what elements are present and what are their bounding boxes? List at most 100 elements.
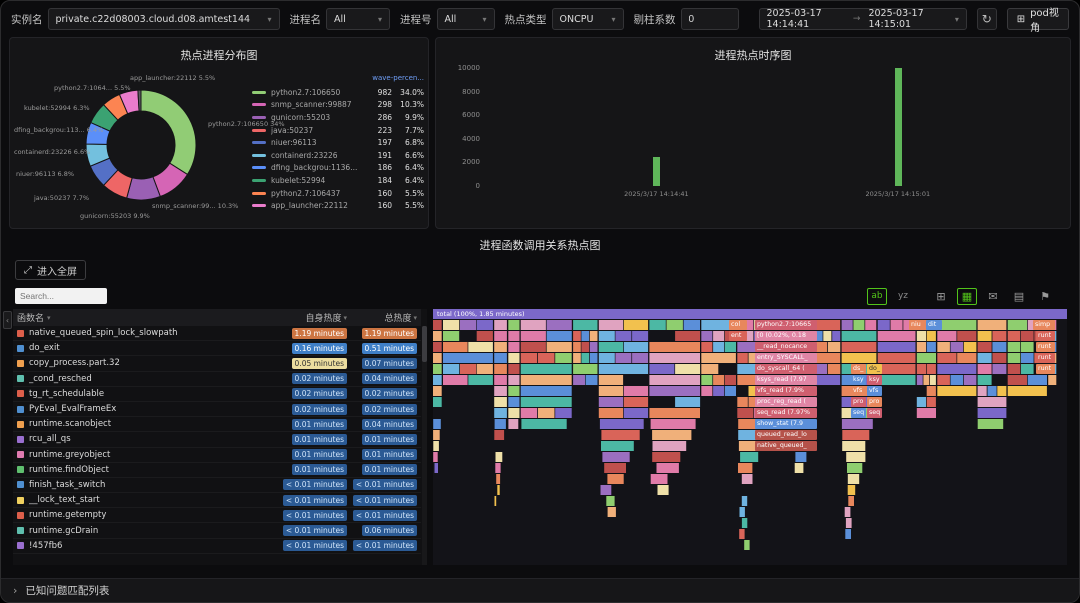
flamegraph-frame[interactable]: [0 (0.02%, 0.18	[755, 331, 817, 341]
sort-caret-icon: ▾	[343, 313, 347, 322]
process-id-select[interactable]: All ▾	[436, 8, 495, 30]
mode-yz-button[interactable]: yz	[897, 291, 909, 301]
instance-select[interactable]: private.c22d08003.cloud.d08.amtest144 ▾	[47, 8, 280, 30]
table-row[interactable]: _cond_resched 0.02 minutes 0.04 minutes	[13, 372, 421, 387]
table-row[interactable]: rcu_all_qs 0.01 minutes 0.01 minutes	[13, 432, 421, 448]
timeseries-chart[interactable]: 0 2000 4000 6000 8000 10000	[458, 64, 1054, 190]
chevron-down-icon: ▾	[611, 14, 616, 24]
function-color-chip	[17, 329, 24, 337]
table-row[interactable]: !457fb6 < 0.01 minutes < 0.01 minutes	[13, 539, 421, 554]
flamegraph-frame[interactable]: vfs	[851, 386, 866, 396]
legend-item[interactable]: python2.7:106650 982 34.0%	[252, 86, 424, 99]
flamegraph-frame[interactable]: dit	[926, 320, 942, 330]
table-scrollbar[interactable]	[422, 326, 427, 565]
legend-item[interactable]: gunicorn:55203 286 9.9%	[252, 111, 424, 124]
column-header-function-name[interactable]: 函数名 ▾	[17, 311, 271, 325]
flamegraph-frame[interactable]: runt	[1036, 353, 1055, 363]
flamegraph-frame[interactable]: niu	[909, 320, 925, 330]
pod-view-button[interactable]: ⊞ pod视角	[1006, 8, 1069, 34]
column-header-total-heat[interactable]: 总热度 ▾	[347, 311, 417, 325]
self-heat-badge: 0.05 minutes	[291, 357, 347, 369]
legend-item-name: snmp_scanner:99887	[271, 100, 352, 110]
flamegraph-frame[interactable]: col	[729, 320, 747, 330]
legend-item[interactable]: containerd:23226 191 6.6%	[252, 149, 424, 162]
legend-item[interactable]: kubelet:52994 184 6.4%	[252, 174, 424, 187]
legend-item[interactable]: snmp_scanner:99887 298 10.3%	[252, 99, 424, 112]
flamegraph-frame[interactable]: queued_read_lo	[755, 430, 817, 440]
chevron-down-icon: ▾	[267, 14, 272, 24]
flamegraph-frame[interactable]: pro	[851, 397, 866, 407]
table-row[interactable]: copy_process.part.32 0.05 minutes 0.07 min…	[13, 356, 421, 372]
legend-item[interactable]: java:50237 223 7.7%	[252, 124, 424, 137]
search-input[interactable]	[15, 288, 107, 304]
comment-icon[interactable]: ✉	[988, 289, 998, 303]
mode-ab-button[interactable]: ab	[867, 287, 887, 305]
flamegraph-view-icon[interactable]: ▦	[957, 287, 977, 305]
known-issues-bar[interactable]: › 已知问题匹配列表	[1, 578, 1079, 602]
enter-fullscreen-button[interactable]: ⤢ 进入全屏	[15, 260, 86, 280]
flamegraph-frame[interactable]: runt	[1036, 364, 1055, 374]
hotspot-type-select[interactable]: ONCPU ▾	[551, 8, 624, 30]
flamegraph-frame[interactable]: python2.7:10665	[755, 320, 817, 330]
table-row[interactable]: runtime.getempty < 0.01 minutes < 0.01 min…	[13, 508, 421, 524]
process-name-select[interactable]: All ▾	[326, 8, 390, 30]
flamegraph-frame[interactable]: seq	[867, 408, 882, 418]
flamegraph-frame[interactable]: proc_reg_read (	[755, 397, 817, 407]
legend-item[interactable]: python2.7:106437 160 5.5%	[252, 187, 424, 200]
table-row[interactable]: runtime.greyobject 0.01 minutes 0.01 minut…	[13, 448, 421, 463]
legend-item[interactable]: dfing_backgrou:1136... 186 6.4%	[252, 162, 424, 175]
instance-filter: 实例名 private.c22d08003.cloud.d08.amtest14…	[11, 8, 280, 30]
coefficient-input[interactable]	[688, 13, 729, 25]
legend-item[interactable]: app_launcher:22112 160 5.5%	[252, 199, 424, 212]
flamegraph-frame[interactable]: ksy	[867, 375, 882, 385]
scrollbar-thumb[interactable]	[422, 326, 427, 362]
flag-icon[interactable]: ⚑	[1040, 289, 1050, 303]
flamegraph[interactable]: total (100%, 1.85 minutes) col ent python2…	[433, 309, 1067, 565]
donut-chart[interactable]: python2.7:106650 34% app_launcher:22112 5…	[14, 64, 285, 226]
flamegraph-frame[interactable]: show_stat (7.9	[755, 419, 817, 429]
flamegraph-frame[interactable]: ds_	[851, 364, 866, 374]
table-row[interactable]: runtime.findObject 0.01 minutes 0.01 minut…	[13, 463, 421, 478]
table-row[interactable]: do_exit 0.16 minutes 0.51 minutes	[13, 341, 421, 357]
flamegraph-frame[interactable]: ent	[729, 331, 747, 341]
flamegraph-frame[interactable]: ksys_read (7.97	[755, 375, 817, 385]
flamegraph-frame[interactable]: vfs_read (7.9%	[755, 386, 817, 396]
flamegraph-frame[interactable]: seq_read (7.97%	[755, 408, 817, 418]
table-row[interactable]: native_queued_spin_lock_slowpath 1.19 min…	[13, 326, 421, 342]
table-row[interactable]: __lock_text_start < 0.01 minutes < 0.01 mi…	[13, 493, 421, 509]
flame-controls-row: ab yz ⊞ ▦ ✉ ▤ ⚑	[1, 283, 1079, 309]
flamegraph-frame[interactable]: __read_nocance	[755, 342, 817, 352]
flamegraph-root-frame[interactable]: total (100%, 1.85 minutes)	[433, 309, 1067, 319]
flamegraph-frame[interactable]: vfs	[867, 386, 882, 396]
table-row[interactable]: PyEval_EvalFrameEx 0.02 minutes 0.02 minut…	[13, 402, 421, 418]
y-axis-tick: 6000	[462, 111, 480, 120]
timeseries-bar[interactable]	[653, 156, 661, 186]
table-row[interactable]: runtime.gcDrain < 0.01 minutes 0.06 minute…	[13, 523, 421, 539]
flamegraph-frame[interactable]: runt	[1036, 342, 1055, 352]
legend-item-name: dfing_backgrou:1136...	[271, 163, 358, 173]
timeseries-bar[interactable]	[894, 68, 902, 186]
flamegraph-frame[interactable]: pro	[867, 397, 882, 407]
flamegraph-frame[interactable]: seq	[851, 408, 866, 418]
flamegraph-frame[interactable]: ksy	[851, 375, 866, 385]
function-color-chip	[17, 359, 24, 367]
flamegraph-frame[interactable]: do_	[867, 364, 882, 374]
table-row[interactable]: finish_task_switch < 0.01 minutes < 0.01 m…	[13, 478, 421, 494]
flamegraph-frame[interactable]: entry_SYSCALL_	[755, 353, 817, 363]
flamegraph-frame[interactable]: simp	[1033, 320, 1055, 330]
column-header-self-heat[interactable]: 自身热度 ▾	[271, 311, 347, 325]
table-row[interactable]: tg_rt_schedulable 0.02 minutes 0.02 minute…	[13, 387, 421, 402]
top-filter-bar: 实例名 private.c22d08003.cloud.d08.amtest14…	[1, 1, 1079, 37]
table-view-icon[interactable]: ⊞	[936, 289, 946, 303]
flamegraph-frame[interactable]: runt	[1036, 331, 1055, 341]
process-name-filter: 进程名 All ▾	[290, 8, 390, 30]
compare-icon[interactable]: ▤	[1013, 289, 1025, 303]
refresh-button[interactable]: ↻	[976, 8, 997, 30]
flamegraph-frame[interactable]: do_syscall_64 (	[755, 364, 817, 374]
collapse-sidebar-handle[interactable]: ‹	[3, 311, 12, 329]
flamegraph-frame[interactable]: native_queued_	[755, 441, 817, 451]
table-row[interactable]: runtime.scanobject 0.01 minutes 0.04 minut…	[13, 417, 421, 433]
function-name: runtime.getempty	[29, 510, 107, 521]
legend-item[interactable]: niuer:96113 197 6.8%	[252, 136, 424, 149]
time-range-picker[interactable]: 2025-03-17 14:14:41 → 2025-03-17 14:15:0…	[758, 8, 967, 30]
